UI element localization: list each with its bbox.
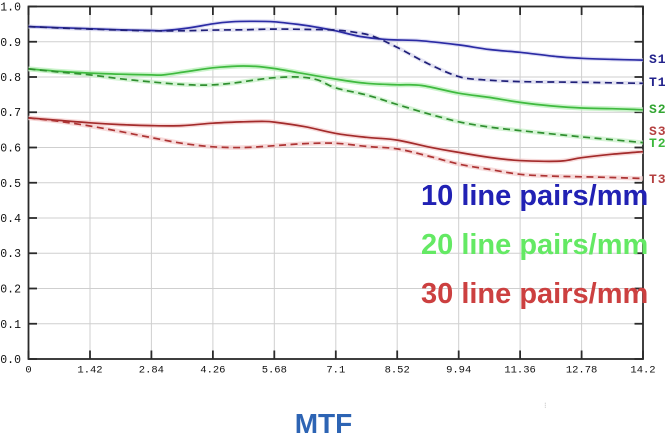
svg-text:T1: T1 [649,75,667,90]
svg-text:0.8: 0.8 [0,72,21,85]
svg-text:⁝: ⁝ [544,402,547,411]
svg-text:0.4: 0.4 [0,213,21,226]
svg-text:0: 0 [25,365,31,377]
svg-text:0.9: 0.9 [0,37,21,50]
svg-text:0.3: 0.3 [0,248,21,261]
svg-text:20 line pairs/mm: 20 line pairs/mm [421,229,648,261]
svg-text:11.36: 11.36 [504,365,536,377]
svg-text:30 line pairs/mm: 30 line pairs/mm [421,278,648,310]
svg-text:0.1: 0.1 [0,319,21,332]
svg-text:9.94: 9.94 [446,365,471,377]
svg-text:1.0: 1.0 [0,2,21,15]
svg-text:5.68: 5.68 [262,365,287,377]
svg-text:S1: S1 [649,52,667,67]
svg-text:0.2: 0.2 [0,284,21,297]
svg-text:14.2: 14.2 [630,365,655,377]
svg-text:7.1: 7.1 [326,365,345,377]
svg-text:S2: S2 [649,102,667,117]
svg-text:0.5: 0.5 [0,178,21,191]
svg-text:0.7: 0.7 [0,107,21,120]
svg-text:T2: T2 [649,136,667,151]
svg-text:0.0: 0.0 [0,354,21,367]
svg-text:1.42: 1.42 [77,365,102,377]
svg-text:0.6: 0.6 [0,143,21,156]
svg-text:2.84: 2.84 [139,365,164,377]
svg-text:10 line pairs/mm: 10 line pairs/mm [421,180,648,212]
svg-text:12.78: 12.78 [566,365,598,377]
svg-text:MTF: MTF [295,408,353,439]
svg-text:S3: S3 [649,124,667,139]
svg-text:T3: T3 [649,172,667,187]
svg-text:4.26: 4.26 [200,365,225,377]
svg-text:8.52: 8.52 [385,365,410,377]
